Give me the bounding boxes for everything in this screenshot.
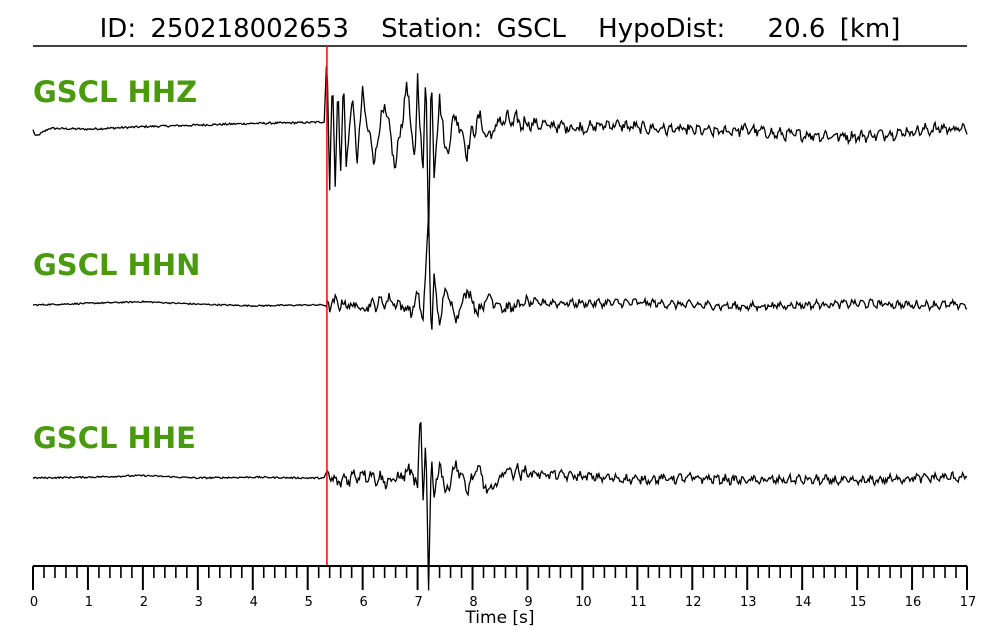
x-tick-label: 16 bbox=[905, 595, 922, 610]
channel-label-gscl-hhe: GSCL HHE bbox=[33, 421, 196, 455]
x-tick-label: 9 bbox=[524, 595, 532, 610]
title-station-label: Station: bbox=[381, 14, 482, 44]
x-tick-label: 7 bbox=[414, 595, 422, 610]
title-dist-label: HypoDist: bbox=[598, 14, 725, 44]
x-tick-label: 6 bbox=[360, 595, 368, 610]
x-tick-label: 14 bbox=[795, 595, 812, 610]
figure-title: ID: 250218002653 Station: GSCL HypoDist:… bbox=[100, 14, 901, 44]
title-id-value: 250218002653 bbox=[150, 14, 349, 44]
x-tick-label: 11 bbox=[630, 595, 647, 610]
x-tick-label: 1 bbox=[85, 595, 93, 610]
channel-label-gscl-hhn: GSCL HHN bbox=[33, 248, 200, 282]
time-axis: 0 1 2 3 4 5 6 7 8 9 10 11 12 13 14 15 16 17 bbox=[30, 565, 977, 610]
x-axis-label: Time [s] bbox=[464, 608, 534, 628]
trace-gscl-hhn bbox=[32, 213, 968, 330]
x-tick-label: 3 bbox=[195, 595, 203, 610]
x-tick-label: 15 bbox=[850, 595, 867, 610]
channel-labels-group: GSCL HHZ GSCL HHN GSCL HHE bbox=[33, 75, 200, 455]
x-tick-label: 4 bbox=[250, 595, 258, 610]
x-tick-label: 0 bbox=[30, 595, 38, 610]
x-tick-label: 12 bbox=[685, 595, 702, 610]
traces-group bbox=[32, 66, 968, 591]
trace-gscl-hhz bbox=[32, 66, 968, 237]
x-tick-label: 5 bbox=[305, 595, 313, 610]
title-id-label: ID: bbox=[100, 14, 136, 44]
x-tick-label: 13 bbox=[740, 595, 757, 610]
x-tick-label: 17 bbox=[960, 595, 977, 610]
x-tick-label: 2 bbox=[140, 595, 148, 610]
title-dist-value: 20.6 bbox=[768, 14, 826, 44]
x-tick-label: 10 bbox=[575, 595, 592, 610]
channel-label-gscl-hhz: GSCL HHZ bbox=[33, 75, 197, 109]
title-station-value: GSCL bbox=[497, 14, 567, 44]
trace-gscl-hhe bbox=[32, 422, 968, 591]
title-dist-unit: [km] bbox=[840, 14, 901, 44]
x-tick-label: 8 bbox=[469, 595, 477, 610]
